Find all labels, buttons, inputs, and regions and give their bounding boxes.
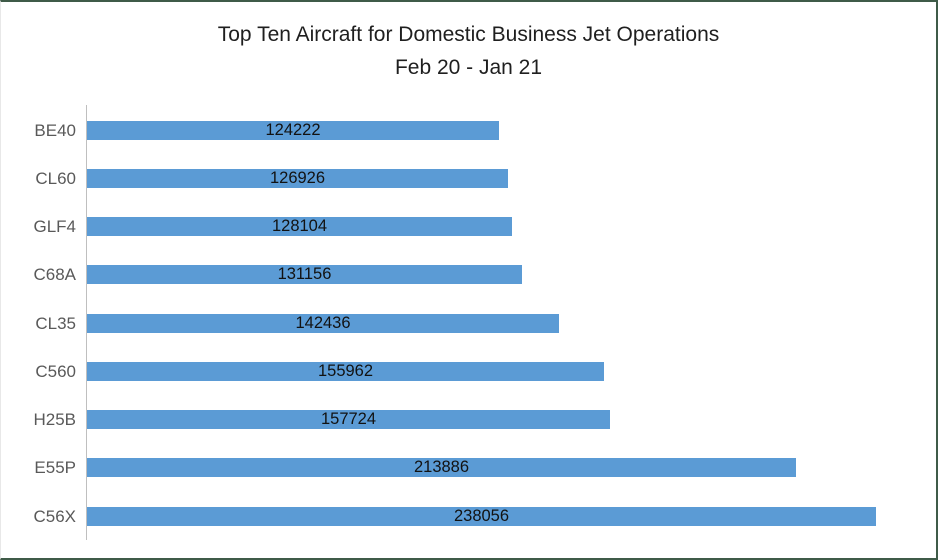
bar-value-label: 142436 (295, 313, 351, 332)
bar: 157724 (87, 410, 610, 429)
bar: 213886 (87, 458, 796, 478)
category-label: E55P (34, 458, 76, 478)
bar-value-label: 157724 (320, 410, 377, 428)
category-label: BE40 (34, 120, 76, 140)
category-label: CL60 (35, 168, 76, 188)
category-label: C560 (35, 361, 76, 381)
bar-value-label: 238056 (453, 506, 510, 525)
bar-value-label: 155962 (317, 361, 374, 380)
chart-title-line2: Feb 20 - Jan 21 (394, 56, 543, 79)
bar-value-label: 124222 (265, 120, 321, 139)
chart-title-line1: Top Ten Aircraft for Domestic Business J… (217, 23, 720, 46)
category-label: CL35 (35, 313, 76, 333)
bar-value-label: 126926 (269, 168, 326, 187)
category-label: C68A (33, 265, 76, 285)
category-label: H25B (33, 410, 76, 429)
bar-value-label: 131156 (277, 265, 332, 284)
bar-value-label: 128104 (271, 217, 328, 235)
bar: 128104 (87, 217, 512, 236)
bar: 124222 (87, 120, 499, 140)
chart-title: Top Ten Aircraft for Domestic Business J… (1, 18, 936, 84)
category-label: GLF4 (33, 217, 76, 236)
bar: 142436 (87, 313, 559, 333)
y-axis-line (86, 105, 87, 540)
bar: 155962 (87, 361, 604, 381)
bar-value-label: 213886 (413, 458, 470, 477)
category-label: C56X (33, 506, 76, 526)
bar: 131156 (87, 265, 522, 285)
bar: 238056 (87, 506, 876, 526)
bar: 126926 (87, 168, 508, 188)
